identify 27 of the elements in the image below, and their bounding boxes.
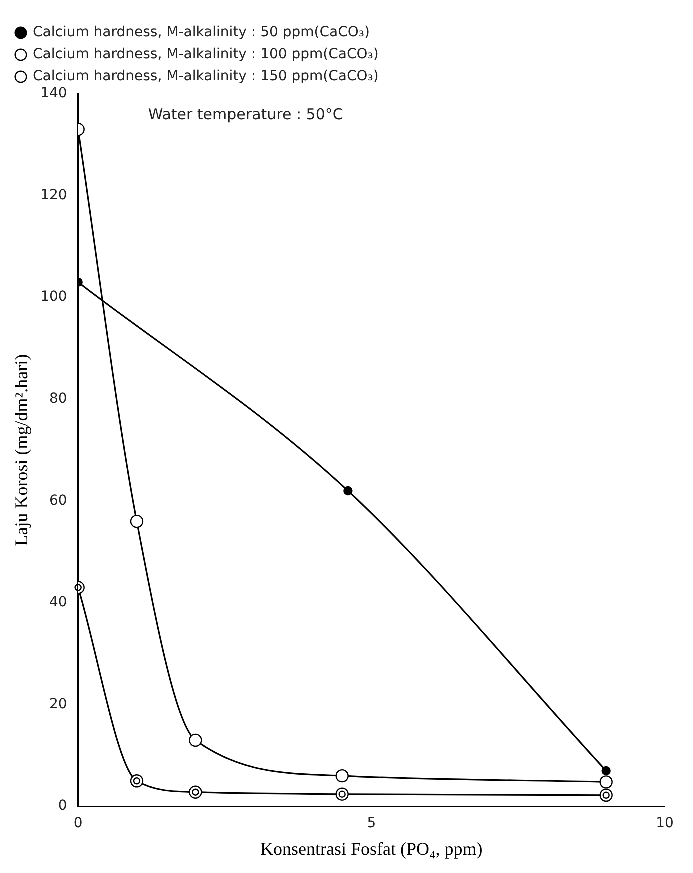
y-tick-label: 20 — [49, 696, 68, 712]
point — [189, 734, 202, 748]
y-tick-label: 40 — [49, 594, 68, 611]
y-tick-label: 100 — [40, 289, 68, 306]
y-tick-label: 0 — [58, 798, 68, 814]
y-tick-label: 140 — [40, 86, 68, 102]
x-axis-title: Konsentrasi Fosfat (PO₄, ppm) — [260, 838, 483, 859]
x-tick-label: 0 — [74, 816, 83, 832]
point — [130, 514, 144, 528]
y-axis-title: Laju Korosi (mg/dm².hari) — [12, 354, 32, 546]
point — [602, 766, 611, 776]
legend-label: Calcium hardness, M-alkalinity : 50 ppm(CaCO₃) — [33, 24, 370, 41]
point — [336, 769, 349, 783]
annotation: Water temperature : 50°C — [148, 105, 344, 124]
point — [600, 788, 613, 802]
x-tick-label: 10 — [656, 816, 674, 832]
y-tick-label: 120 — [40, 187, 68, 204]
y-tick-label: 60 — [49, 492, 68, 509]
point — [336, 788, 349, 801]
point — [600, 776, 613, 789]
point — [344, 486, 353, 496]
point — [189, 786, 202, 799]
x-tick-label: 5 — [367, 816, 376, 832]
legend-label: Calcium hardness, M-alkalinity : 150 ppm(CaCO₃) — [33, 68, 379, 85]
y-tick-label: 80 — [49, 391, 68, 408]
legend-label: Calcium hardness, M-alkalinity : 100 ppm(CaCO₃) — [33, 46, 379, 63]
point — [130, 774, 144, 788]
